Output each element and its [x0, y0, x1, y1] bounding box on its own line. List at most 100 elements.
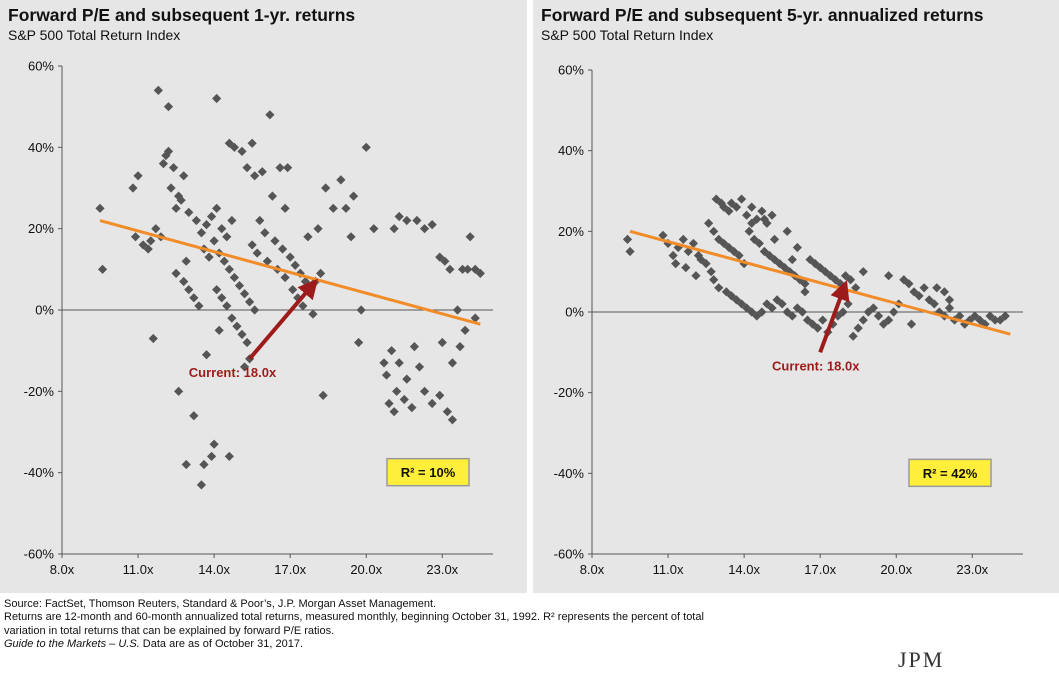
data-point — [884, 271, 894, 281]
data-point — [762, 299, 772, 309]
data-point — [386, 346, 397, 356]
trend-line — [629, 229, 1011, 336]
data-point — [437, 337, 447, 348]
data-point — [622, 234, 633, 244]
data-point — [128, 183, 138, 193]
data-point — [171, 268, 181, 278]
data-point — [924, 295, 934, 305]
chart-title: Forward P/E and subsequent 1-yr. returns — [8, 5, 356, 25]
data-point — [229, 142, 239, 152]
data-point — [787, 311, 797, 321]
data-point — [460, 325, 470, 335]
guide-date: Data are as of October 31, 2017. — [139, 637, 303, 650]
data-point — [356, 305, 366, 315]
x-tick-label: 17.0x — [804, 562, 836, 577]
data-point — [820, 267, 830, 277]
data-point — [851, 283, 861, 293]
data-point — [295, 268, 305, 278]
x-tick-label: 11.0x — [653, 562, 684, 577]
data-point — [858, 315, 868, 325]
data-point — [206, 451, 217, 461]
data-point — [463, 264, 473, 274]
y-tick-label: 0% — [565, 305, 584, 320]
y-tick-label: 60% — [558, 63, 584, 78]
data-point — [709, 226, 719, 236]
y-tick-label: 0% — [35, 303, 54, 318]
data-point — [726, 198, 737, 208]
y-tick-label: 20% — [558, 224, 584, 239]
data-point — [706, 267, 716, 277]
data-point — [909, 287, 919, 297]
data-point — [475, 268, 485, 278]
x-tick-label: 23.0x — [426, 562, 458, 577]
data-point — [346, 232, 356, 242]
data-point — [250, 171, 260, 181]
data-point — [944, 295, 955, 305]
jpm-logo: JPM — [898, 647, 945, 672]
chart-panel-left: Forward P/E and subsequent 1-yr. returns… — [0, 0, 527, 593]
data-point — [878, 319, 889, 329]
data-point — [189, 411, 199, 421]
x-tick-label: 8.0x — [50, 562, 75, 577]
data-point — [455, 342, 465, 352]
trend-line — [99, 219, 481, 326]
data-point — [199, 459, 209, 470]
annotation-label: Current: 18.0x — [189, 365, 277, 380]
data-point — [427, 398, 437, 409]
data-point — [232, 321, 242, 331]
data-point — [419, 386, 430, 396]
data-point — [171, 203, 181, 213]
data-point — [143, 244, 153, 254]
annotation-arrow — [818, 280, 850, 354]
r2-label: R² = 10% — [401, 465, 456, 480]
data-point — [384, 398, 394, 409]
data-point — [1000, 311, 1010, 321]
y-tick-label: -40% — [554, 466, 585, 481]
scatter-plot-5yr: 60% 40% 20% 0% -20% -40% -60%8.0x 11.0x 14.0x 17.… — [554, 63, 1023, 577]
data-point — [392, 386, 402, 396]
data-point — [394, 211, 404, 222]
data-point — [904, 279, 914, 289]
y-tick-label: -40% — [24, 465, 55, 480]
data-point — [442, 407, 452, 417]
data-point — [742, 210, 752, 220]
variation-note: variation in total returns that can be e… — [4, 624, 335, 637]
data-point — [445, 264, 455, 274]
data-point — [229, 272, 239, 283]
data-point — [130, 232, 141, 242]
data-point — [148, 333, 158, 344]
data-point — [470, 313, 480, 323]
data-point — [308, 309, 318, 319]
data-point — [813, 323, 823, 333]
data-point — [267, 191, 278, 201]
data-point — [212, 285, 222, 295]
data-point — [224, 451, 234, 461]
data-point — [787, 254, 797, 265]
data-point — [868, 303, 879, 313]
data-point — [379, 358, 389, 368]
data-point — [828, 319, 838, 329]
data-point — [691, 271, 701, 281]
data-point — [328, 203, 338, 213]
data-point — [288, 285, 298, 295]
data-point — [381, 370, 392, 380]
r2-box — [908, 458, 992, 488]
data-point — [848, 331, 858, 341]
data-point — [277, 244, 288, 254]
data-point — [767, 210, 777, 220]
data-point — [262, 256, 272, 266]
data-point — [265, 110, 275, 120]
data-point — [163, 146, 174, 156]
data-point — [227, 215, 237, 226]
data-point — [762, 218, 772, 228]
returns-note: Returns are 12-month and 60-month annual… — [4, 611, 704, 624]
y-tick-label: -20% — [554, 385, 585, 400]
x-tick-label: 14.0x — [198, 562, 230, 577]
data-point — [470, 264, 480, 274]
data-point — [163, 102, 174, 112]
data-point — [201, 220, 212, 230]
data-point — [932, 283, 942, 293]
data-point — [873, 311, 884, 321]
data-point — [838, 307, 848, 317]
data-point — [419, 224, 430, 234]
